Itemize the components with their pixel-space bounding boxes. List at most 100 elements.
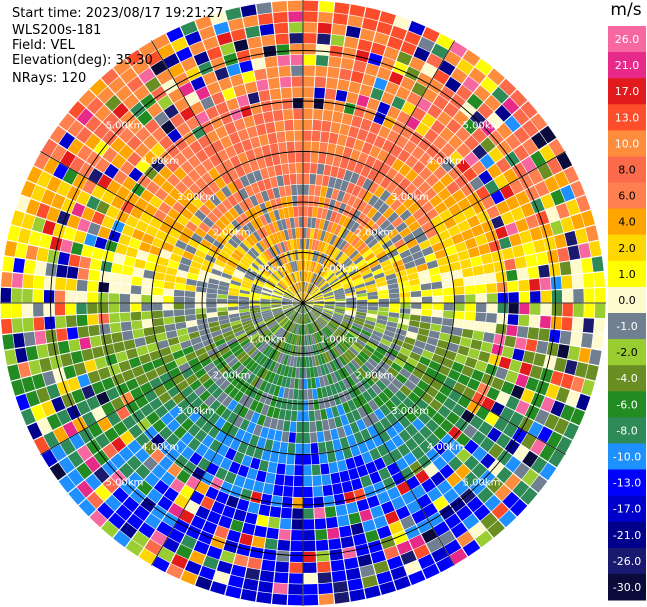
range-ring-label: 3.00km bbox=[177, 406, 215, 417]
velocity-bin bbox=[156, 69, 173, 85]
velocity-bin bbox=[272, 407, 281, 419]
velocity-bin bbox=[190, 490, 205, 505]
velocity-bin bbox=[294, 260, 298, 272]
velocity-bin bbox=[495, 433, 511, 449]
velocity-bin bbox=[163, 288, 174, 296]
velocity-bin bbox=[413, 544, 430, 560]
velocity-bin bbox=[324, 339, 333, 350]
velocity-bin bbox=[376, 280, 388, 288]
velocity-bin bbox=[314, 87, 326, 99]
velocity-bin bbox=[407, 391, 421, 404]
velocity-bin bbox=[384, 510, 400, 525]
velocity-bin bbox=[211, 91, 225, 106]
range-rings bbox=[50, 50, 556, 556]
colorbar-tick-label: 6.0 bbox=[618, 190, 636, 203]
velocity-bin bbox=[324, 299, 335, 302]
velocity-bin bbox=[321, 419, 330, 431]
velocity-bin bbox=[408, 20, 426, 36]
velocity-bin bbox=[378, 303, 389, 308]
velocity-bin bbox=[347, 194, 357, 207]
velocity-bin bbox=[184, 500, 200, 515]
elevation-label: Elevation(deg): 35.30 bbox=[12, 53, 153, 68]
velocity-bin bbox=[250, 349, 260, 359]
velocity-bin bbox=[300, 292, 303, 303]
colorbar-tick-label: -2.0 bbox=[616, 346, 637, 359]
velocity-bin bbox=[308, 260, 312, 272]
velocity-bin bbox=[370, 242, 382, 252]
velocity-bin bbox=[520, 487, 538, 505]
velocity-bin bbox=[207, 249, 219, 259]
velocity-bin bbox=[276, 419, 285, 431]
velocity-bin bbox=[234, 231, 245, 242]
velocity-bin bbox=[289, 217, 295, 229]
velocity-bin bbox=[290, 551, 303, 563]
velocity-bin bbox=[467, 348, 480, 360]
velocity-bin bbox=[197, 457, 211, 471]
velocity-bin bbox=[41, 400, 56, 417]
velocity-bin bbox=[495, 366, 509, 380]
velocity-bin bbox=[343, 169, 353, 182]
velocity-bin bbox=[304, 313, 308, 324]
velocity-bin bbox=[254, 378, 264, 390]
velocity-bin bbox=[15, 393, 30, 411]
velocity-bin bbox=[431, 546, 449, 563]
velocity-bin bbox=[221, 326, 233, 334]
velocity-bin bbox=[280, 318, 289, 327]
velocity-bin bbox=[206, 510, 222, 525]
velocity-bin bbox=[113, 170, 128, 185]
velocity-bin bbox=[1, 272, 13, 288]
velocity-bin bbox=[312, 206, 318, 218]
velocity-bin bbox=[290, 311, 298, 321]
velocity-bin bbox=[53, 426, 69, 443]
velocity-bin bbox=[486, 283, 497, 293]
velocity-bin bbox=[570, 408, 586, 426]
velocity-bin bbox=[314, 185, 322, 197]
velocity-bin bbox=[163, 104, 179, 119]
velocity-bin bbox=[230, 319, 242, 327]
velocity-bin bbox=[265, 346, 274, 357]
velocity-bin bbox=[389, 448, 403, 462]
velocity-bin bbox=[308, 285, 316, 295]
velocity-bin bbox=[502, 422, 518, 438]
velocity-bin bbox=[67, 377, 81, 392]
velocity-bin bbox=[544, 176, 560, 193]
velocity-bin bbox=[153, 479, 170, 495]
velocity-bin bbox=[309, 286, 317, 295]
velocity-bin bbox=[55, 315, 67, 329]
velocity-bin bbox=[318, 11, 333, 24]
velocity-bin bbox=[362, 326, 374, 334]
velocity-bin bbox=[332, 285, 343, 292]
velocity-bin bbox=[411, 82, 427, 97]
velocity-bin bbox=[472, 265, 484, 276]
velocity-bin bbox=[286, 309, 295, 317]
velocity-bin bbox=[221, 395, 233, 408]
velocity-bin bbox=[251, 334, 261, 344]
velocity-bin bbox=[319, 241, 326, 253]
velocity-bin bbox=[28, 359, 42, 376]
velocity-bin bbox=[68, 487, 86, 505]
velocity-bin bbox=[319, 142, 328, 154]
velocity-bin bbox=[296, 271, 300, 282]
velocity-bin bbox=[373, 515, 388, 529]
velocity-bin bbox=[120, 321, 132, 332]
velocity-bin bbox=[280, 507, 292, 519]
velocity-bin bbox=[190, 515, 206, 530]
velocity-bin bbox=[200, 238, 213, 249]
velocity-bin bbox=[175, 239, 188, 250]
velocity-bin bbox=[299, 303, 303, 313]
velocity-bin bbox=[456, 531, 474, 548]
velocity-bin bbox=[250, 312, 262, 317]
velocity-bin bbox=[47, 249, 60, 264]
velocity-bin bbox=[309, 345, 314, 356]
velocity-bin bbox=[573, 288, 584, 303]
velocity-bin bbox=[403, 232, 415, 244]
velocity-bin bbox=[181, 368, 194, 380]
velocity-bin bbox=[487, 427, 502, 443]
velocity-bin bbox=[269, 360, 277, 372]
velocity-bin bbox=[393, 357, 406, 368]
velocity-bin bbox=[105, 240, 118, 253]
velocity-bin bbox=[235, 378, 246, 390]
velocity-bin bbox=[130, 303, 141, 312]
velocity-bin bbox=[319, 266, 327, 276]
velocity-bin bbox=[228, 574, 244, 589]
